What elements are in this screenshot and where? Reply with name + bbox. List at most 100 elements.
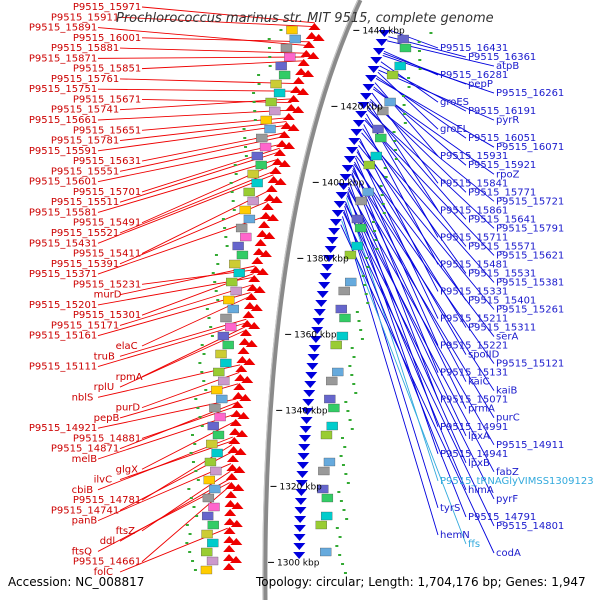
small-feature-mark (394, 158, 398, 160)
cog-block-left (203, 475, 215, 485)
gene-label-left: P9515_15491 (73, 218, 141, 229)
reverse-gene-arrow (370, 57, 383, 64)
cog-block-left (229, 259, 241, 269)
cog-block-right (320, 430, 333, 440)
gene-label-left: P9515_15601 (29, 177, 97, 188)
small-feature-mark (335, 527, 339, 529)
gene-label-right: kaiC (468, 377, 490, 388)
tick-label: 1360 kbp (294, 330, 337, 340)
forward-gene-arrow (232, 392, 245, 399)
gene-label-right: P9515_15481 (440, 259, 508, 270)
reverse-gene-arrow (331, 210, 344, 217)
cog-block-right (323, 457, 336, 467)
forward-gene-arrow (235, 365, 248, 372)
gene-label-right: P9515_15131 (440, 368, 508, 379)
small-feature-mark (191, 560, 195, 562)
leader-line (349, 182, 439, 427)
small-feature-mark (216, 263, 220, 265)
reverse-gene-arrow (365, 75, 378, 82)
leader-line (353, 166, 439, 373)
small-feature-mark (344, 401, 348, 403)
cog-block-right (315, 520, 327, 530)
cog-block-right (332, 367, 344, 377)
reverse-gene-arrow (375, 39, 388, 46)
small-feature-mark (357, 320, 361, 322)
gene-label-left: P9515_14781 (73, 495, 141, 506)
tick-label: 1300 kbp (277, 558, 320, 568)
forward-gene-arrow (263, 232, 276, 239)
small-feature-mark (187, 488, 191, 490)
cog-block-right (362, 187, 374, 197)
kbp-ticks: 1440 kbp 1420 kbp 1400 kbp 1380 kbp 1360 kbp… (268, 26, 405, 568)
reverse-gene-arrow (328, 228, 341, 235)
reverse-gene-arrow (335, 192, 348, 199)
small-feature-mark (417, 41, 421, 43)
reverse-gene-arrow (319, 273, 332, 280)
leader-line (358, 145, 495, 310)
small-feature-mark (350, 428, 354, 430)
tick-label: 1340 kbp (285, 406, 328, 416)
forward-gene-arrow (269, 167, 282, 174)
cog-block-right (326, 376, 338, 386)
tick-label: 1380 kbp (306, 254, 349, 264)
small-feature-mark (374, 239, 378, 241)
cog-block-left (223, 295, 235, 305)
reverse-gene-arrow (296, 471, 309, 478)
forward-gene-arrow (239, 394, 252, 401)
gene-label-left: nblS (72, 392, 94, 403)
forward-gene-arrow (263, 194, 276, 201)
small-feature-mark (207, 317, 211, 319)
leader-line (390, 29, 439, 49)
gene-label-right: P9515_15861 (440, 205, 508, 216)
forward-gene-arrow (292, 77, 305, 84)
tick-label: 1400 kbp (322, 178, 365, 188)
gene-label-right: lpxB (468, 458, 490, 469)
small-feature-mark (343, 446, 347, 448)
cog-block-left (275, 61, 287, 71)
forward-gene-arrow (282, 113, 295, 120)
leader-line (341, 220, 467, 545)
leader-line (348, 186, 467, 436)
gene-label-left: murD (94, 290, 122, 301)
gene-label-right: P9515_16191 (468, 106, 536, 117)
cog-block-right (354, 223, 367, 233)
small-feature-mark (363, 284, 367, 286)
reverse-gene-arrow (305, 372, 318, 379)
forward-gene-arrow (239, 329, 252, 336)
gene-label-left: purD (116, 403, 141, 414)
reverse-gene-arrow (294, 516, 307, 523)
gene-label-right: pepP (468, 79, 493, 90)
right-gene-labels: P9515_16431P9515_16361atpBP9515_16281pep… (440, 43, 594, 559)
gene-label-right: P9515_15221 (440, 341, 508, 352)
forward-gene-arrow (224, 509, 237, 516)
gene-label-left: folC (94, 567, 113, 578)
gene-label-left: P9515_15371 (29, 269, 97, 280)
forward-gene-arrow (287, 124, 300, 131)
cog-block-left (201, 529, 213, 539)
forward-gene-arrow (300, 50, 313, 57)
forward-gene-arrow (223, 518, 236, 525)
small-feature-mark (230, 191, 234, 193)
gene-label-right: spoIID (468, 350, 500, 361)
reverse-gene-arrow (293, 525, 306, 532)
leader-line (119, 121, 287, 141)
leader-line (345, 201, 467, 491)
cog-block-left (227, 304, 239, 314)
reverse-gene-arrow (313, 309, 326, 316)
reverse-gene-arrow (372, 48, 385, 55)
leader-line (346, 193, 467, 464)
leader-line (119, 284, 252, 326)
gene-label-left: glgX (116, 464, 138, 475)
leader-line (377, 71, 439, 130)
leader-line (367, 109, 495, 229)
gene-label-right: P9515_15921 (468, 160, 536, 171)
cog-block-right (338, 286, 350, 296)
forward-gene-arrow (273, 149, 286, 156)
forward-gene-arrow (233, 383, 246, 390)
leader-line (119, 151, 279, 203)
cog-block-left (212, 430, 225, 440)
gene-label-left: cbiB (72, 485, 94, 496)
cog-block-left (280, 43, 293, 53)
leader-line (340, 224, 495, 554)
forward-gene-arrow (230, 520, 243, 527)
